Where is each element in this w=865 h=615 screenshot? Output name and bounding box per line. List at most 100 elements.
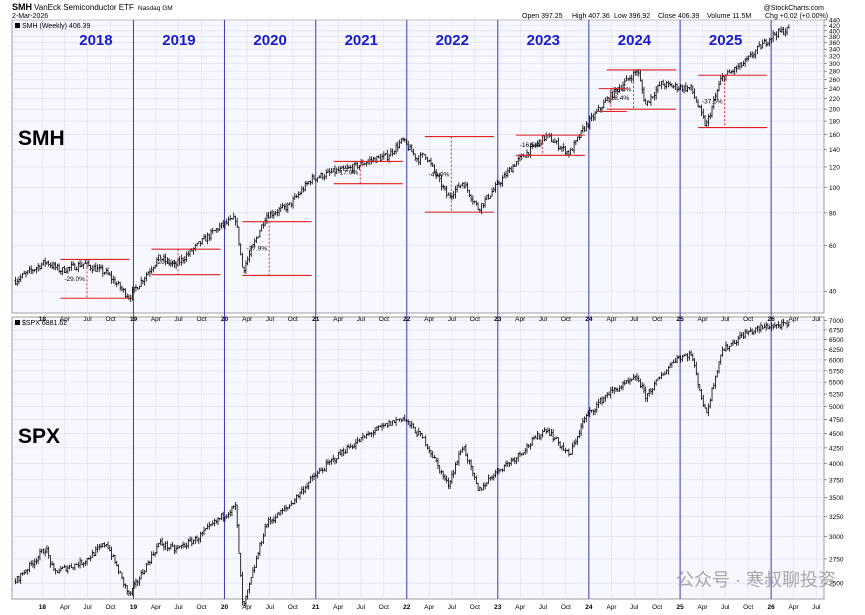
spx-x-tick-label: Jul [812,604,821,611]
year-separator-lines [132,20,772,599]
year-labels: 2018 2019 2020 2021 2022 2023 2024 2025 [79,32,742,49]
smh-y-tick-label: 340 [829,47,840,54]
header-low: Low 396.92 [614,13,650,20]
smh-y-tick-label: 60 [829,243,837,250]
smh-legend-swatch [15,23,20,28]
spx-y-tick-label: 4750 [829,417,844,424]
spx-x-tick-label: 25 [676,604,684,611]
smh-x-tick-label: Apr [60,316,71,323]
spx-x-tick-label: Apr [242,604,253,611]
smh-x-tick-label: 19 [130,316,138,323]
gridlines [12,19,824,599]
spx-x-tick-label: Apr [789,604,800,611]
spx-y-tick-label: 3500 [829,495,844,502]
smh-x-tick-label: 20 [221,316,229,323]
smh-x-tick-label: Oct [288,316,298,323]
spx-x-tick-label: Apr [515,604,526,611]
spx-x-tick-label: Apr [424,604,435,611]
drawdown-label: -17.9% [338,170,359,177]
spx-x-tick-label: Jul [630,604,639,611]
drawdown-label: -37.5% [702,98,723,105]
smh-x-tick-label: Oct [105,316,115,323]
spx-y-tick-label: 5750 [829,368,844,375]
year-label-2023: 2023 [527,32,560,49]
spx-x-tick-label: Oct [470,604,480,611]
smh-y-tick-label: 180 [829,119,840,126]
spx-x-tick-label: Jul [448,604,457,611]
smh-y-tick-label: 240 [829,86,840,93]
x-axis-ticks: 18 18 Apr Apr Jul Jul Oct Oct 19 19 Apr Apr Jul Jul Oc… [39,316,821,611]
smh-x-tick-label: Jul [721,316,730,323]
smh-x-tick-label: Oct [196,316,206,323]
spx-x-tick-label: 22 [403,604,411,611]
smh-y-tick-label: 440 [829,18,840,25]
y-axis-ticks: 4060801001201401601802002202402602803003… [824,18,844,588]
smh-x-tick-label: 24 [585,316,593,323]
spx-x-tick-label: Jul [83,604,92,611]
spx-y-tick-label: 6250 [829,347,844,354]
spx-y-tick-label: 5500 [829,380,844,387]
smh-x-tick-label: Apr [515,316,526,323]
smh-y-tick-label: 160 [829,132,840,139]
spx-big-label: SPX [18,425,60,448]
spx-x-tick-label: Jul [721,604,730,611]
spx-y-tick-label: 3250 [829,514,844,521]
smh-x-tick-label: 22 [403,316,411,323]
spx-y-tick-label: 4250 [829,445,844,452]
smh-y-tick-label: 260 [829,77,840,84]
drawdown-label: -29.4% [611,87,632,94]
drawdown-label: -20.2% [155,259,176,266]
smh-x-tick-label: Apr [606,316,617,323]
smh-x-tick-label: Jul [357,316,366,323]
spx-x-tick-label: Jul [357,604,366,611]
header-open: Open 397.25 [522,13,563,20]
year-label-2019: 2019 [162,32,195,49]
spx-x-tick-label: Apr [60,604,71,611]
spx-x-tick-label: Oct [288,604,298,611]
header-symbol: SMH [12,2,32,12]
smh-y-tick-label: 40 [829,289,837,296]
spx-x-tick-label: Oct [743,604,753,611]
smh-y-tick-label: 300 [829,61,840,68]
smh-legend: SMH (Weekly) 406.39 [22,23,90,30]
spx-x-tick-label: Apr [697,604,708,611]
year-label-2024: 2024 [618,32,652,49]
spx-x-tick-label: 20 [221,604,229,611]
spx-legend-swatch [15,320,20,325]
header-volume: Volume 11.5M [707,13,751,20]
spx-legend: $SPX 6881.62 [22,320,67,327]
drawdown-label: -29.0% [64,276,85,283]
smh-y-tick-label: 120 [829,164,840,171]
smh-x-tick-label: Jul [266,316,275,323]
smh-panel [11,19,825,314]
header-change: Chg +0.02 (+0.00%) [765,13,828,20]
spx-y-tick-label: 6750 [829,327,844,334]
spx-x-tick-label: Apr [606,604,617,611]
drawdown-label: -49.0% [429,171,450,178]
year-label-2020: 2020 [253,32,286,49]
spx-x-tick-label: 26 [768,604,776,611]
header-high: High 407.36 [572,13,610,20]
spx-panel [11,316,825,600]
header-name: VanEck Semiconductor ETF [34,3,134,12]
year-label-2025: 2025 [709,32,742,49]
spx-x-tick-label: 24 [585,604,593,611]
header-close: Close 406.39 [658,13,699,20]
year-label-2022: 2022 [436,32,469,49]
smh-x-tick-label: Jul [174,316,183,323]
smh-x-tick-label: Jul [539,316,548,323]
smh-x-tick-label: Apr [333,316,344,323]
smh-x-tick-label: Apr [697,316,708,323]
spx-x-tick-label: 18 [39,604,47,611]
smh-x-tick-label: Oct [652,316,662,323]
spx-x-tick-label: Oct [105,604,115,611]
smh-x-tick-label: Jul [812,316,821,323]
smh-x-tick-label: 23 [494,316,502,323]
spx-x-tick-label: Oct [379,604,389,611]
spx-x-tick-label: Jul [539,604,548,611]
spx-y-tick-label: 2750 [829,556,844,563]
drawdown-inner-label: -18.4% [609,95,630,102]
smh-x-tick-label: Apr [151,316,162,323]
year-label-2018: 2018 [79,32,112,49]
spx-x-tick-label: 23 [494,604,502,611]
